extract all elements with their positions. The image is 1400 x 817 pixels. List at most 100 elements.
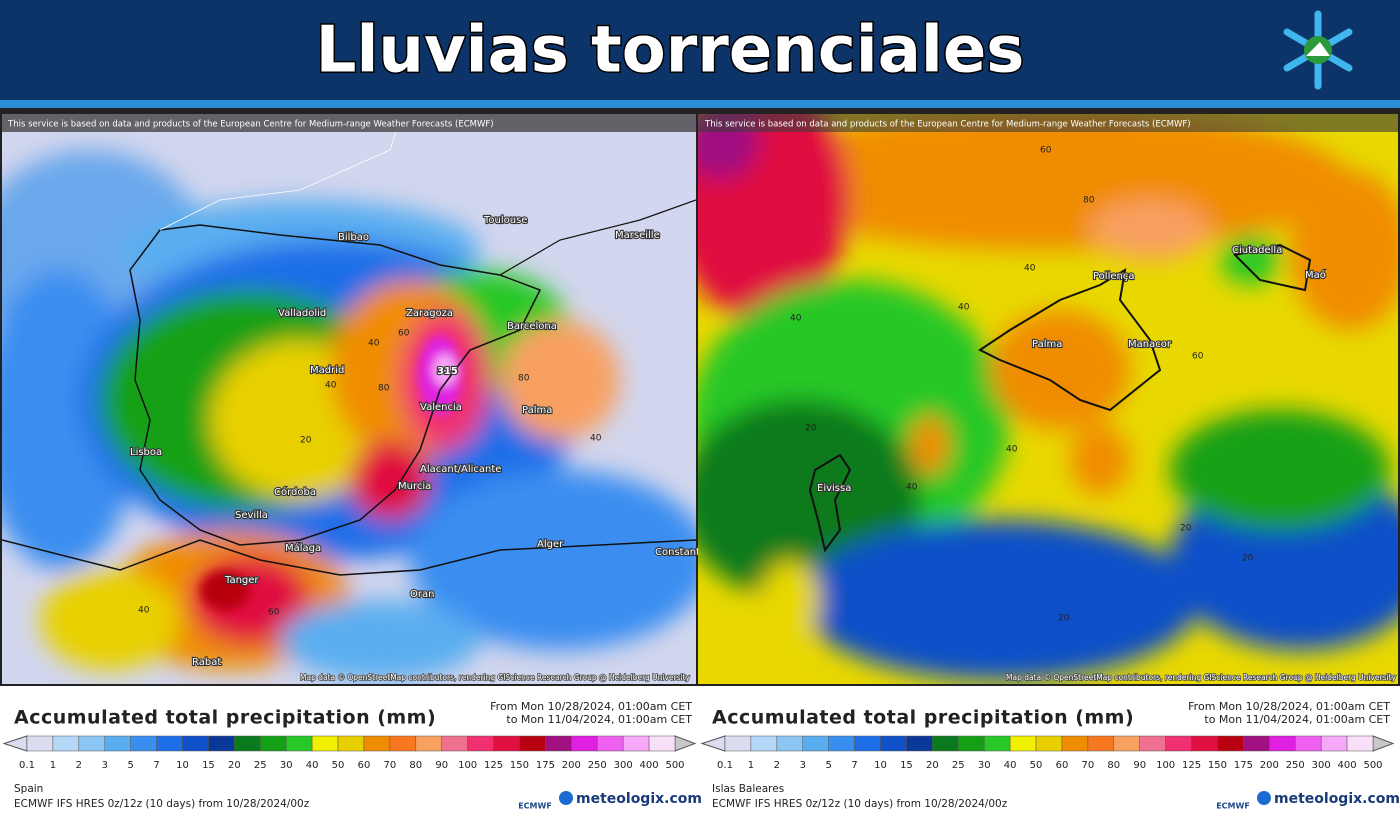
contour-label: 20 <box>300 436 312 446</box>
place: Alacant/Alicante <box>420 464 501 475</box>
header-stripe <box>0 100 1400 108</box>
scale-cell <box>493 735 520 752</box>
place: Valladolid <box>278 308 326 319</box>
scale-cell <box>26 735 54 752</box>
contour-label: 40 <box>790 314 802 324</box>
brand: meteologix.com <box>576 791 702 807</box>
place: Eivissa <box>817 483 851 494</box>
scale-label: 150 <box>1208 760 1227 771</box>
attribution-bar <box>2 114 696 132</box>
scale-label: 100 <box>458 760 477 771</box>
legends: Accumulated total precipitation (mm) From… <box>2 700 1400 811</box>
contour-label: 60 <box>1192 352 1204 362</box>
place: Pollença <box>1093 271 1134 282</box>
contour-label: 60 <box>268 608 280 618</box>
contour-label: 60 <box>1040 146 1052 156</box>
scale-label: 250 <box>588 760 607 771</box>
attribution-bar <box>698 114 1398 132</box>
contour-label: 20 <box>1180 524 1192 534</box>
contour-label: 60 <box>398 329 410 339</box>
scale-cell <box>78 735 106 752</box>
scale-cell <box>1191 735 1218 752</box>
scale-label: 80 <box>1107 760 1120 771</box>
attribution: This service is based on data and produc… <box>704 120 1191 130</box>
attribution: This service is based on data and produc… <box>7 120 494 130</box>
place: Oran <box>410 589 434 600</box>
scale-cell <box>260 735 287 752</box>
place-labels: Bilbao Toulouse Marseille Valladolid Zar… <box>129 214 716 669</box>
date-to: to Mon 11/04/2024, 01:00am CET <box>1204 713 1390 726</box>
contour-label: 80 <box>378 384 390 394</box>
scale-label: 500 <box>1363 760 1382 771</box>
ecmwf-logo: ECMWF <box>518 802 552 811</box>
scale-label: 40 <box>1004 760 1017 771</box>
scale-low-arrow <box>700 735 726 752</box>
contour-label: 40 <box>906 483 918 493</box>
scale-cell <box>1035 735 1063 752</box>
scale-cell <box>1243 735 1270 752</box>
scale-cell <box>906 735 933 752</box>
scale-label: 30 <box>280 760 293 771</box>
contour-label: 20 <box>1242 554 1254 564</box>
scale-label: 175 <box>1234 760 1253 771</box>
scale-label: 10 <box>176 760 189 771</box>
scale-label: 15 <box>900 760 913 771</box>
place: Madrid <box>310 365 344 376</box>
scale-label: 150 <box>510 760 529 771</box>
contour-label: 80 <box>1083 196 1095 206</box>
scale-high-arrow <box>674 735 697 752</box>
scale-label: 125 <box>484 760 503 771</box>
scale-cell <box>880 735 907 752</box>
scale-label: 300 <box>614 760 633 771</box>
scale-label: 2 <box>774 760 780 771</box>
scale-cell <box>1061 735 1089 752</box>
logo-icon <box>1283 10 1353 90</box>
scale-label: 20 <box>228 760 241 771</box>
scale-label: 400 <box>1338 760 1357 771</box>
date-from: From Mon 10/28/2024, 01:00am CET <box>1188 700 1390 713</box>
scale-cell <box>776 735 804 752</box>
scale-cell <box>519 735 546 752</box>
title: Lluvias torrenciales <box>316 14 1025 88</box>
contour-label: 40 <box>325 381 337 391</box>
scale-label: 60 <box>1056 760 1069 771</box>
place: Málaga <box>285 542 321 554</box>
scale-cell <box>1320 735 1348 752</box>
scale-label: 80 <box>409 760 422 771</box>
scale-cell <box>622 735 650 752</box>
scale-label: 70 <box>384 760 397 771</box>
scale-label: 5 <box>825 760 831 771</box>
place: Rabat <box>192 657 221 668</box>
contour-label: 40 <box>958 303 970 313</box>
contour-labels: 60 80 40 40 40 60 20 40 40 20 20 20 <box>790 146 1254 624</box>
scale-label: 400 <box>640 760 659 771</box>
scale-label: 0.1 <box>19 760 35 771</box>
scale-cell <box>750 735 778 752</box>
contour-label: 40 <box>1006 445 1018 455</box>
date-to: to Mon 11/04/2024, 01:00am CET <box>506 713 692 726</box>
place: Zaragoza <box>406 308 453 319</box>
legend-title: Accumulated total precipitation (mm) <box>712 707 1134 729</box>
place: Toulouse <box>483 215 527 226</box>
scale-label: 250 <box>1286 760 1305 771</box>
scale-label: 50 <box>1030 760 1043 771</box>
place: Barcelona <box>507 321 557 332</box>
legend-title: Accumulated total precipitation (mm) <box>14 707 436 729</box>
scale-cell <box>234 735 261 752</box>
scale-cell <box>337 735 365 752</box>
scale-label: 3 <box>800 760 806 771</box>
map-spain <box>2 114 696 684</box>
scale-cell <box>467 735 494 752</box>
scale-label: 40 <box>306 760 319 771</box>
scale-cell <box>958 735 985 752</box>
region: Islas Baleares <box>712 783 784 795</box>
scale-cell <box>1346 735 1374 752</box>
place: Sevilla <box>235 510 268 521</box>
scale-label: 200 <box>562 760 581 771</box>
scale-label: 125 <box>1182 760 1201 771</box>
scale-label: 7 <box>851 760 857 771</box>
contour-label: 80 <box>518 374 530 384</box>
model-info: ECMWF IFS HRES 0z/12z (10 days) from 10/… <box>712 798 1008 810</box>
scale-cell <box>415 735 442 752</box>
